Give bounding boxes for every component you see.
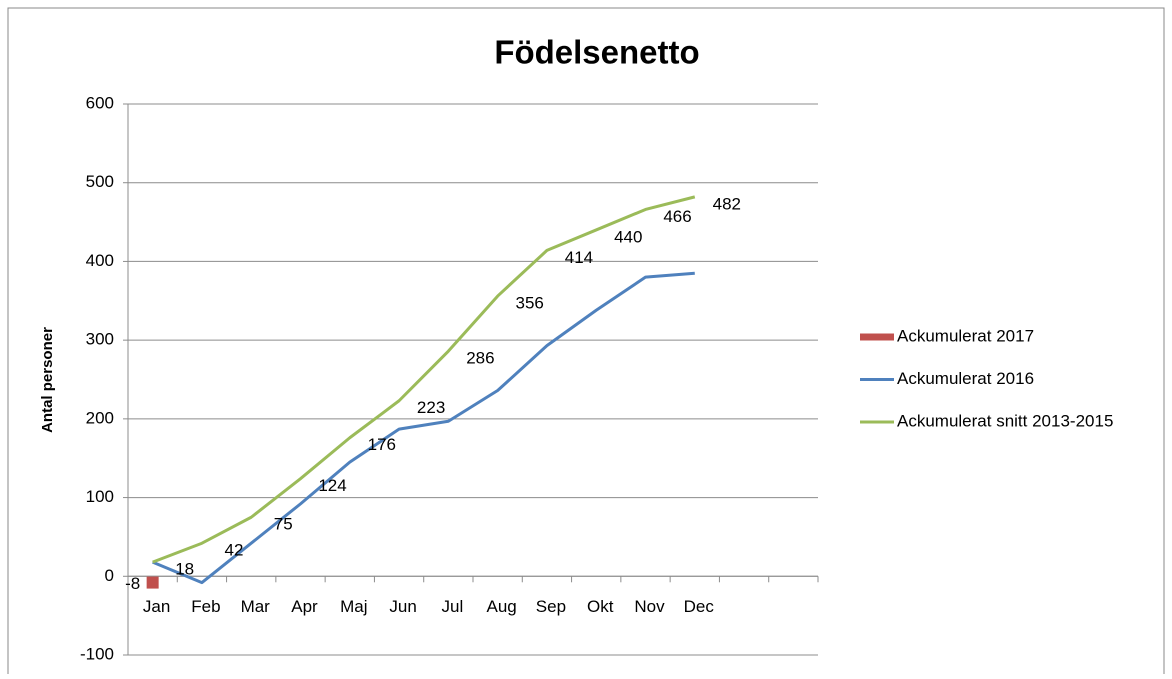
- data-label: -8: [125, 574, 140, 593]
- data-label: 466: [663, 207, 691, 226]
- data-label: 286: [466, 349, 494, 368]
- data-label: 356: [515, 294, 543, 313]
- x-tick-label: Aug: [487, 597, 517, 616]
- y-axis-title: Antal personer: [39, 327, 56, 433]
- y-tick-label: 500: [86, 172, 114, 191]
- x-tick-label: Maj: [340, 597, 367, 616]
- x-tick-label: Jun: [389, 597, 416, 616]
- x-tick-label: Apr: [291, 597, 318, 616]
- x-tick-label: Jan: [143, 597, 170, 616]
- data-label: 42: [225, 541, 244, 560]
- x-tick-label: Mar: [241, 597, 271, 616]
- data-label: 75: [274, 515, 293, 534]
- data-label: 124: [318, 476, 346, 495]
- x-tick-label: Feb: [191, 597, 220, 616]
- marker: [146, 576, 159, 589]
- x-tick-label: Nov: [634, 597, 665, 616]
- x-tick-label: Jul: [441, 597, 463, 616]
- x-tick-label: Sep: [536, 597, 566, 616]
- data-label: 414: [565, 248, 593, 267]
- y-tick-label: 200: [86, 408, 114, 427]
- data-label: 223: [417, 398, 445, 417]
- x-tick-label: Dec: [684, 597, 715, 616]
- y-tick-label: 600: [86, 93, 114, 112]
- y-tick-label: 400: [86, 251, 114, 270]
- data-label: 176: [368, 435, 396, 454]
- y-tick-label: 100: [86, 487, 114, 506]
- y-tick-label: 300: [86, 330, 114, 349]
- legend-label: Ackumulerat snitt 2013-2015: [897, 411, 1113, 430]
- data-label: 18: [175, 560, 194, 579]
- data-label: 482: [713, 194, 741, 213]
- data-label: 440: [614, 227, 642, 246]
- y-tick-label: 0: [105, 566, 114, 585]
- series-line: [152, 195, 696, 564]
- legend-label: Ackumulerat 2016: [897, 369, 1034, 388]
- y-tick-label: -100: [80, 644, 114, 663]
- x-tick-label: Okt: [587, 597, 614, 616]
- series-line: [152, 271, 695, 585]
- chart-border: [7, 7, 1165, 679]
- legend-label: Ackumulerat 2017: [897, 326, 1034, 345]
- chart-title: Födelsenetto: [494, 34, 699, 71]
